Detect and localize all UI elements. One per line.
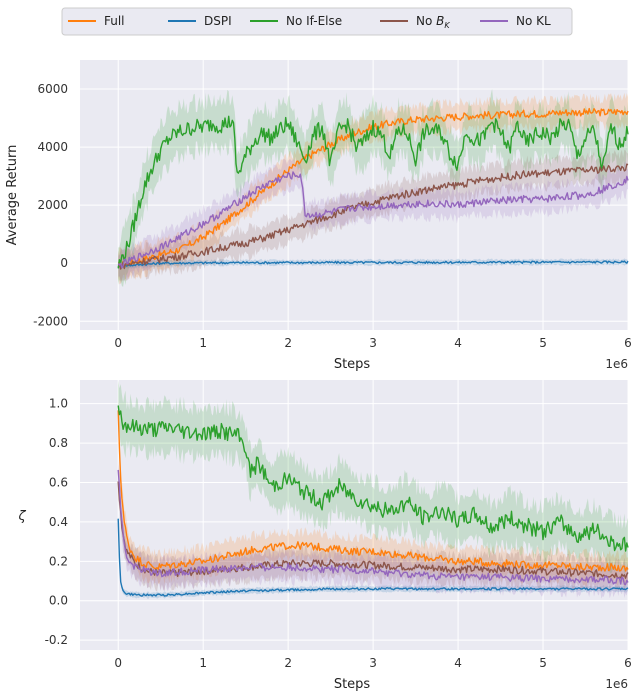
x-tick-label: 1 [199,656,207,670]
y-tick-label: 0.4 [49,515,68,529]
y-axis-label-top: Average Return [5,145,20,246]
y-tick-label: 0.0 [49,594,68,608]
legend: Full DSPI No If-Else No BK No KL [61,7,573,36]
series-no-kl [117,171,629,269]
y-tick-label: -0.2 [45,633,68,647]
series-full [117,410,629,572]
band-no-if-else [118,88,628,287]
x-tick-label: 5 [539,336,547,350]
x-tick-label: 3 [369,336,377,350]
panel-zeta: 0 1 2 3 4 5 6 -0.2 0.0 0.2 0.4 0.6 0.8 1.0 Steps ζ 1… [17,380,632,691]
y-tick-label: 2000 [37,198,68,212]
x-tick-label: 1 [199,336,207,350]
legend-label-3: No BK [416,14,450,30]
band-no-kl [118,158,628,282]
x-tick-label: 0 [114,336,122,350]
legend-entry-1: DSPI [168,14,232,28]
series-no-kl [117,469,629,586]
band-no-if-else [118,380,628,576]
y-tick-label: -2000 [33,314,68,328]
plot-area-bottom [80,380,628,650]
band-full [118,92,628,285]
band-full [118,400,628,587]
y-axis-label-bottom: ζ [17,509,26,524]
legend-label-0: Full [104,14,125,28]
series-dspi [117,260,629,268]
series-dspi [117,518,629,597]
legend-label-4: No KL [516,14,551,28]
plot-area-top [80,60,628,330]
y-tick-label: 0 [60,256,68,270]
y-tick-label: 4000 [37,140,68,154]
x-multiplier-bottom: 1e6 [605,677,628,691]
y-tick-label: 1.0 [49,397,68,411]
panel-average-return: 0 1 2 3 4 5 6 -2000 0 2000 4000 6000 Steps Average… [5,60,632,372]
x-tick-label: 4 [454,656,462,670]
x-axis-label-top: Steps [334,357,371,372]
band-no-kl [118,459,628,599]
band-no-b_k [118,464,628,593]
y-tick-label: 0.8 [49,436,68,450]
band-dspi [118,258,628,270]
legend-label-2: No If-Else [286,14,342,28]
x-tick-label: 4 [454,336,462,350]
x-tick-label: 6 [624,336,632,350]
series-no-if-else [117,405,629,552]
x-axis-label-bottom: Steps [334,677,371,691]
legend-entry-2: No If-Else [250,14,342,28]
legend-box [61,7,573,36]
legend-entry-4: No KL [480,14,551,28]
y-tick-label: 0.6 [49,475,68,489]
legend-entry-3: No BK [380,14,450,30]
x-tick-label: 0 [114,656,122,670]
band-no-b_k [118,149,628,284]
legend-entry-0: Full [68,14,125,28]
y-tick-label: 0.2 [49,554,68,568]
x-tick-label: 6 [624,656,632,670]
y-tick-label: 6000 [37,82,68,96]
series-no-if-else [117,115,629,269]
x-tick-label: 2 [284,336,292,350]
x-multiplier-top: 1e6 [605,357,628,371]
series-no-b_k [117,163,629,270]
legend-label-1: DSPI [204,14,232,28]
x-tick-label: 5 [539,656,547,670]
band-dspi [118,514,628,599]
x-tick-label: 2 [284,656,292,670]
series-no-b_k [117,481,629,579]
x-tick-label: 3 [369,656,377,670]
